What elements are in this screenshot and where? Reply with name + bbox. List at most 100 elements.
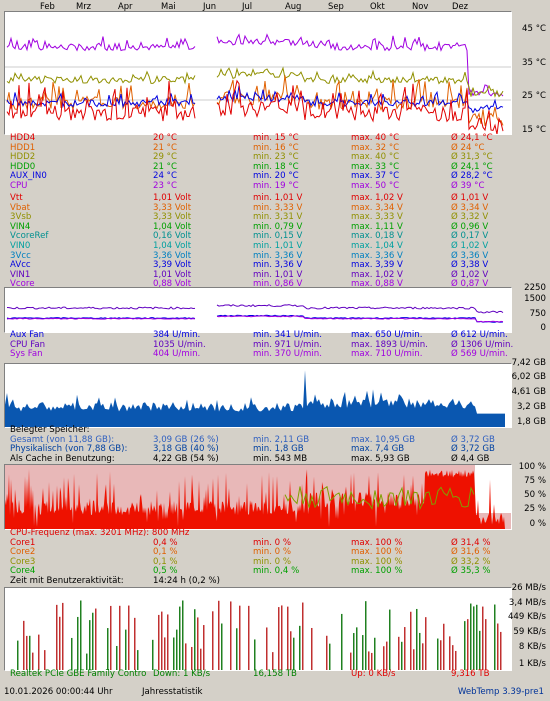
legend-row: CPU 23 °C min. 19 °C max. 50 °C Ø 39 °C xyxy=(10,180,550,192)
legend-max: max. 1,11 V xyxy=(351,221,403,232)
legend-max: max. 40 °C xyxy=(351,152,400,163)
legend-avg: Ø 33,2 % xyxy=(451,556,491,567)
network-bar xyxy=(374,637,376,670)
network-bar xyxy=(452,645,454,670)
legend-name: HDD4 xyxy=(10,133,36,143)
network-bar xyxy=(365,601,367,670)
legend-avg: Ø 3,34 V xyxy=(451,202,489,213)
legend-row: VIN4 1,04 Volt min. 0,79 V max. 1,11 V Ø 0,9… xyxy=(10,221,550,233)
network-bar xyxy=(107,628,109,670)
cpu-axis: 100 % 75 % 50 % 25 % 0 % xyxy=(506,462,546,530)
network-bar xyxy=(116,645,118,670)
legend-name: AVcc xyxy=(10,260,31,271)
legend-avg: Ø 4,4 GB xyxy=(451,453,490,464)
legend-avg: Ø 31,3 °C xyxy=(451,152,493,163)
month-label: Dez xyxy=(452,1,468,11)
footer-app[interactable]: WebTemp 3.39-pre1 xyxy=(457,687,544,697)
legend-name: Vcore xyxy=(10,279,35,290)
legend-min: min. 23 °C xyxy=(253,152,299,163)
legend-row: Aux Fan 384 U/min. min. 341 U/min. max. 650… xyxy=(10,330,550,341)
legend-row: Physikalisch (von 7,88 GB): 3,18 GB (40 %… xyxy=(10,445,550,455)
axis-label: 25 % xyxy=(524,504,546,514)
legend-cur: 0,88 Volt xyxy=(153,279,192,290)
axis-label: 1500 xyxy=(524,294,546,304)
network-bar xyxy=(290,631,292,670)
legend-avg: Ø 0,17 V xyxy=(451,231,489,242)
network-bar xyxy=(329,643,331,670)
axis-label: 26 MB/s xyxy=(511,583,546,593)
network-bar xyxy=(437,638,439,670)
legend-max: max. 3,36 V xyxy=(351,250,403,261)
axis-label: 6,02 GB xyxy=(511,372,546,382)
temperature-series xyxy=(6,36,196,52)
axis-label: 8 KB/s xyxy=(518,642,546,652)
network-bar xyxy=(29,635,31,670)
legend-row: HDD4 20 °C min. 15 °C max. 40 °C Ø 24,1 °C xyxy=(10,133,550,144)
legend-min: min. 0 % xyxy=(253,537,292,548)
axis-label: 1,8 GB xyxy=(517,417,546,427)
core-series xyxy=(284,485,475,511)
memory-area xyxy=(5,370,505,427)
legend-cur: 384 U/min. xyxy=(153,330,201,340)
network-bar xyxy=(86,653,88,670)
network-bar xyxy=(176,629,178,670)
legend-name: Vbat xyxy=(10,202,30,213)
legend-row: Core1 0,4 % min. 0 % max. 100 % Ø 31,4 % xyxy=(10,537,550,549)
network-bar xyxy=(485,619,487,670)
legend-max: max. 3,33 V xyxy=(351,212,403,223)
legend-name: Sys Fan xyxy=(10,349,43,360)
network-chart xyxy=(4,587,512,671)
legend-avg: Ø 0,96 V xyxy=(451,221,489,232)
memory-axis: 7,42 GB 6,02 GB 4,61 GB 3,2 GB 1,8 GB xyxy=(500,358,546,428)
memory-graph xyxy=(5,370,505,427)
legend-row: HDD1 21 °C min. 16 °C max. 32 °C Ø 24 °C xyxy=(10,142,550,154)
network-bar xyxy=(479,630,481,670)
legend-name: HDD1 xyxy=(10,142,36,153)
network-legend: Realtek PCIe GBE Family Contro Down: 1 K… xyxy=(10,669,550,680)
memory-chart xyxy=(4,363,512,428)
network-bar xyxy=(470,603,472,670)
legend-min: min. 0,79 V xyxy=(253,221,303,232)
legend-cur: 3,18 GB (40 %) xyxy=(153,444,219,455)
legend-min: min. 0,4 % xyxy=(253,566,300,577)
legend-max: max. 3,39 V xyxy=(351,260,403,271)
network-bar xyxy=(167,614,169,670)
network-bar xyxy=(476,604,478,670)
legend-cur: 0,16 Volt xyxy=(153,231,192,242)
legend-min: min. 1,01 V xyxy=(253,269,303,280)
legend-name: Core3 xyxy=(10,556,36,567)
network-bar xyxy=(467,619,469,670)
temperature-series xyxy=(6,92,196,109)
footer: 10.01.2026 00:00:44 Uhr Jahresstatistik … xyxy=(4,687,548,699)
legend-min: min. 1,01 V xyxy=(253,193,303,203)
legend-min: min. 0,15 V xyxy=(253,231,303,242)
legend-max: max. 0,18 V xyxy=(351,231,403,242)
legend-min: min. 2,11 GB xyxy=(253,434,310,445)
network-bar xyxy=(419,632,421,670)
legend-cur: 29 °C xyxy=(153,152,177,163)
network-bar xyxy=(203,625,205,670)
network-up: Up: 0 KB/s xyxy=(351,669,396,679)
legend-cur: 4,22 GB (54 %) xyxy=(153,453,219,464)
network-bar xyxy=(398,636,400,670)
legend-max: max. 0,88 V xyxy=(351,279,403,290)
legend-min: min. 18 °C xyxy=(253,161,299,172)
network-bar xyxy=(254,639,256,670)
legend-cur: 20 °C xyxy=(153,133,177,143)
legend-avg: Ø 24,1 °C xyxy=(451,133,493,143)
legend-avg: Ø 39 °C xyxy=(451,180,485,191)
legend-min: min. 19 °C xyxy=(253,180,299,191)
network-bar xyxy=(137,650,139,670)
axis-label: 75 % xyxy=(524,476,546,486)
temperature-chart xyxy=(4,11,512,135)
network-bar xyxy=(500,631,502,670)
legend-avg: Ø 3,72 GB xyxy=(451,444,495,455)
legend-avg: Ø 1,02 V xyxy=(451,240,489,251)
legend-min: min. 20 °C xyxy=(253,171,299,182)
legend-cur: 1,01 Volt xyxy=(153,193,192,203)
network-bar xyxy=(236,628,238,670)
network-bar xyxy=(128,605,130,670)
temperature-axis: 45 °C 35 °C 25 °C 15 °C xyxy=(506,11,546,135)
axis-label: 0 % xyxy=(529,519,546,529)
legend-avg: Ø 1306 U/min. xyxy=(451,339,514,350)
